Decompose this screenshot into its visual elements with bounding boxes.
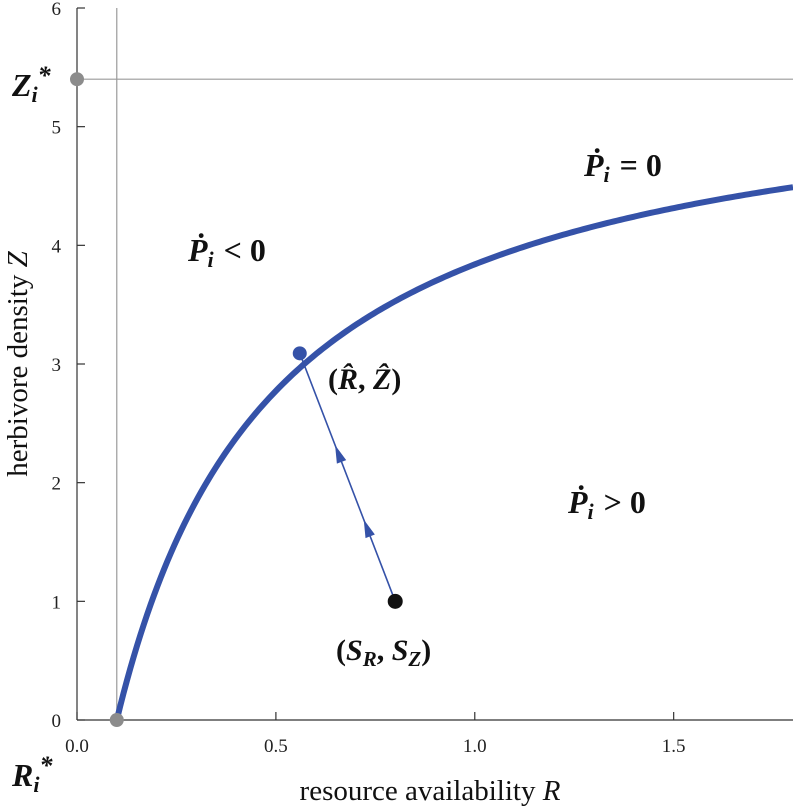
y-tick-label: 1 — [52, 592, 62, 613]
x-tick-label: 0.0 — [65, 736, 89, 757]
equilibrium-label: (R̂, Ẑ) — [328, 363, 401, 396]
y-tick-label: 6 — [52, 0, 62, 20]
r-star-marker — [109, 713, 124, 727]
y-tick-label: 4 — [52, 236, 62, 257]
y-tick-label: 3 — [52, 355, 62, 376]
y-tick-label: 0 — [52, 711, 62, 732]
supply-point — [387, 593, 403, 609]
y-tick-label: 5 — [52, 118, 62, 139]
isocline-curve — [113, 184, 793, 720]
p-pos-label: Ṗi > 0 — [567, 484, 646, 524]
p-neg-label: Ṗi < 0 — [187, 232, 266, 272]
y-tick-label: 2 — [52, 474, 62, 495]
x-axis-title: resource availability R — [300, 775, 561, 807]
p-zero-label: Ṗi = 0 — [583, 147, 662, 187]
r-star-label: Ri* — [11, 751, 53, 797]
x-tick-label: 1.5 — [662, 736, 686, 757]
supply-label: (SR, SZ) — [336, 634, 431, 671]
x-tick-label: 0.5 — [264, 736, 288, 757]
y-axis-title: herbivore density Z — [2, 250, 34, 476]
equilibrium-point — [292, 346, 307, 361]
z-star-label: Zi* — [11, 61, 52, 107]
z-star-marker — [70, 72, 84, 87]
trajectory-arrowhead — [363, 519, 375, 539]
trajectory-line — [299, 353, 396, 602]
trajectory-arrowhead — [335, 445, 347, 464]
y-ticks: 0 1 2 3 4 5 6 — [52, 0, 85, 732]
x-tick-label: 1.0 — [463, 736, 487, 757]
x-ticks: 0.0 0.5 1.0 1.5 — [65, 712, 686, 757]
